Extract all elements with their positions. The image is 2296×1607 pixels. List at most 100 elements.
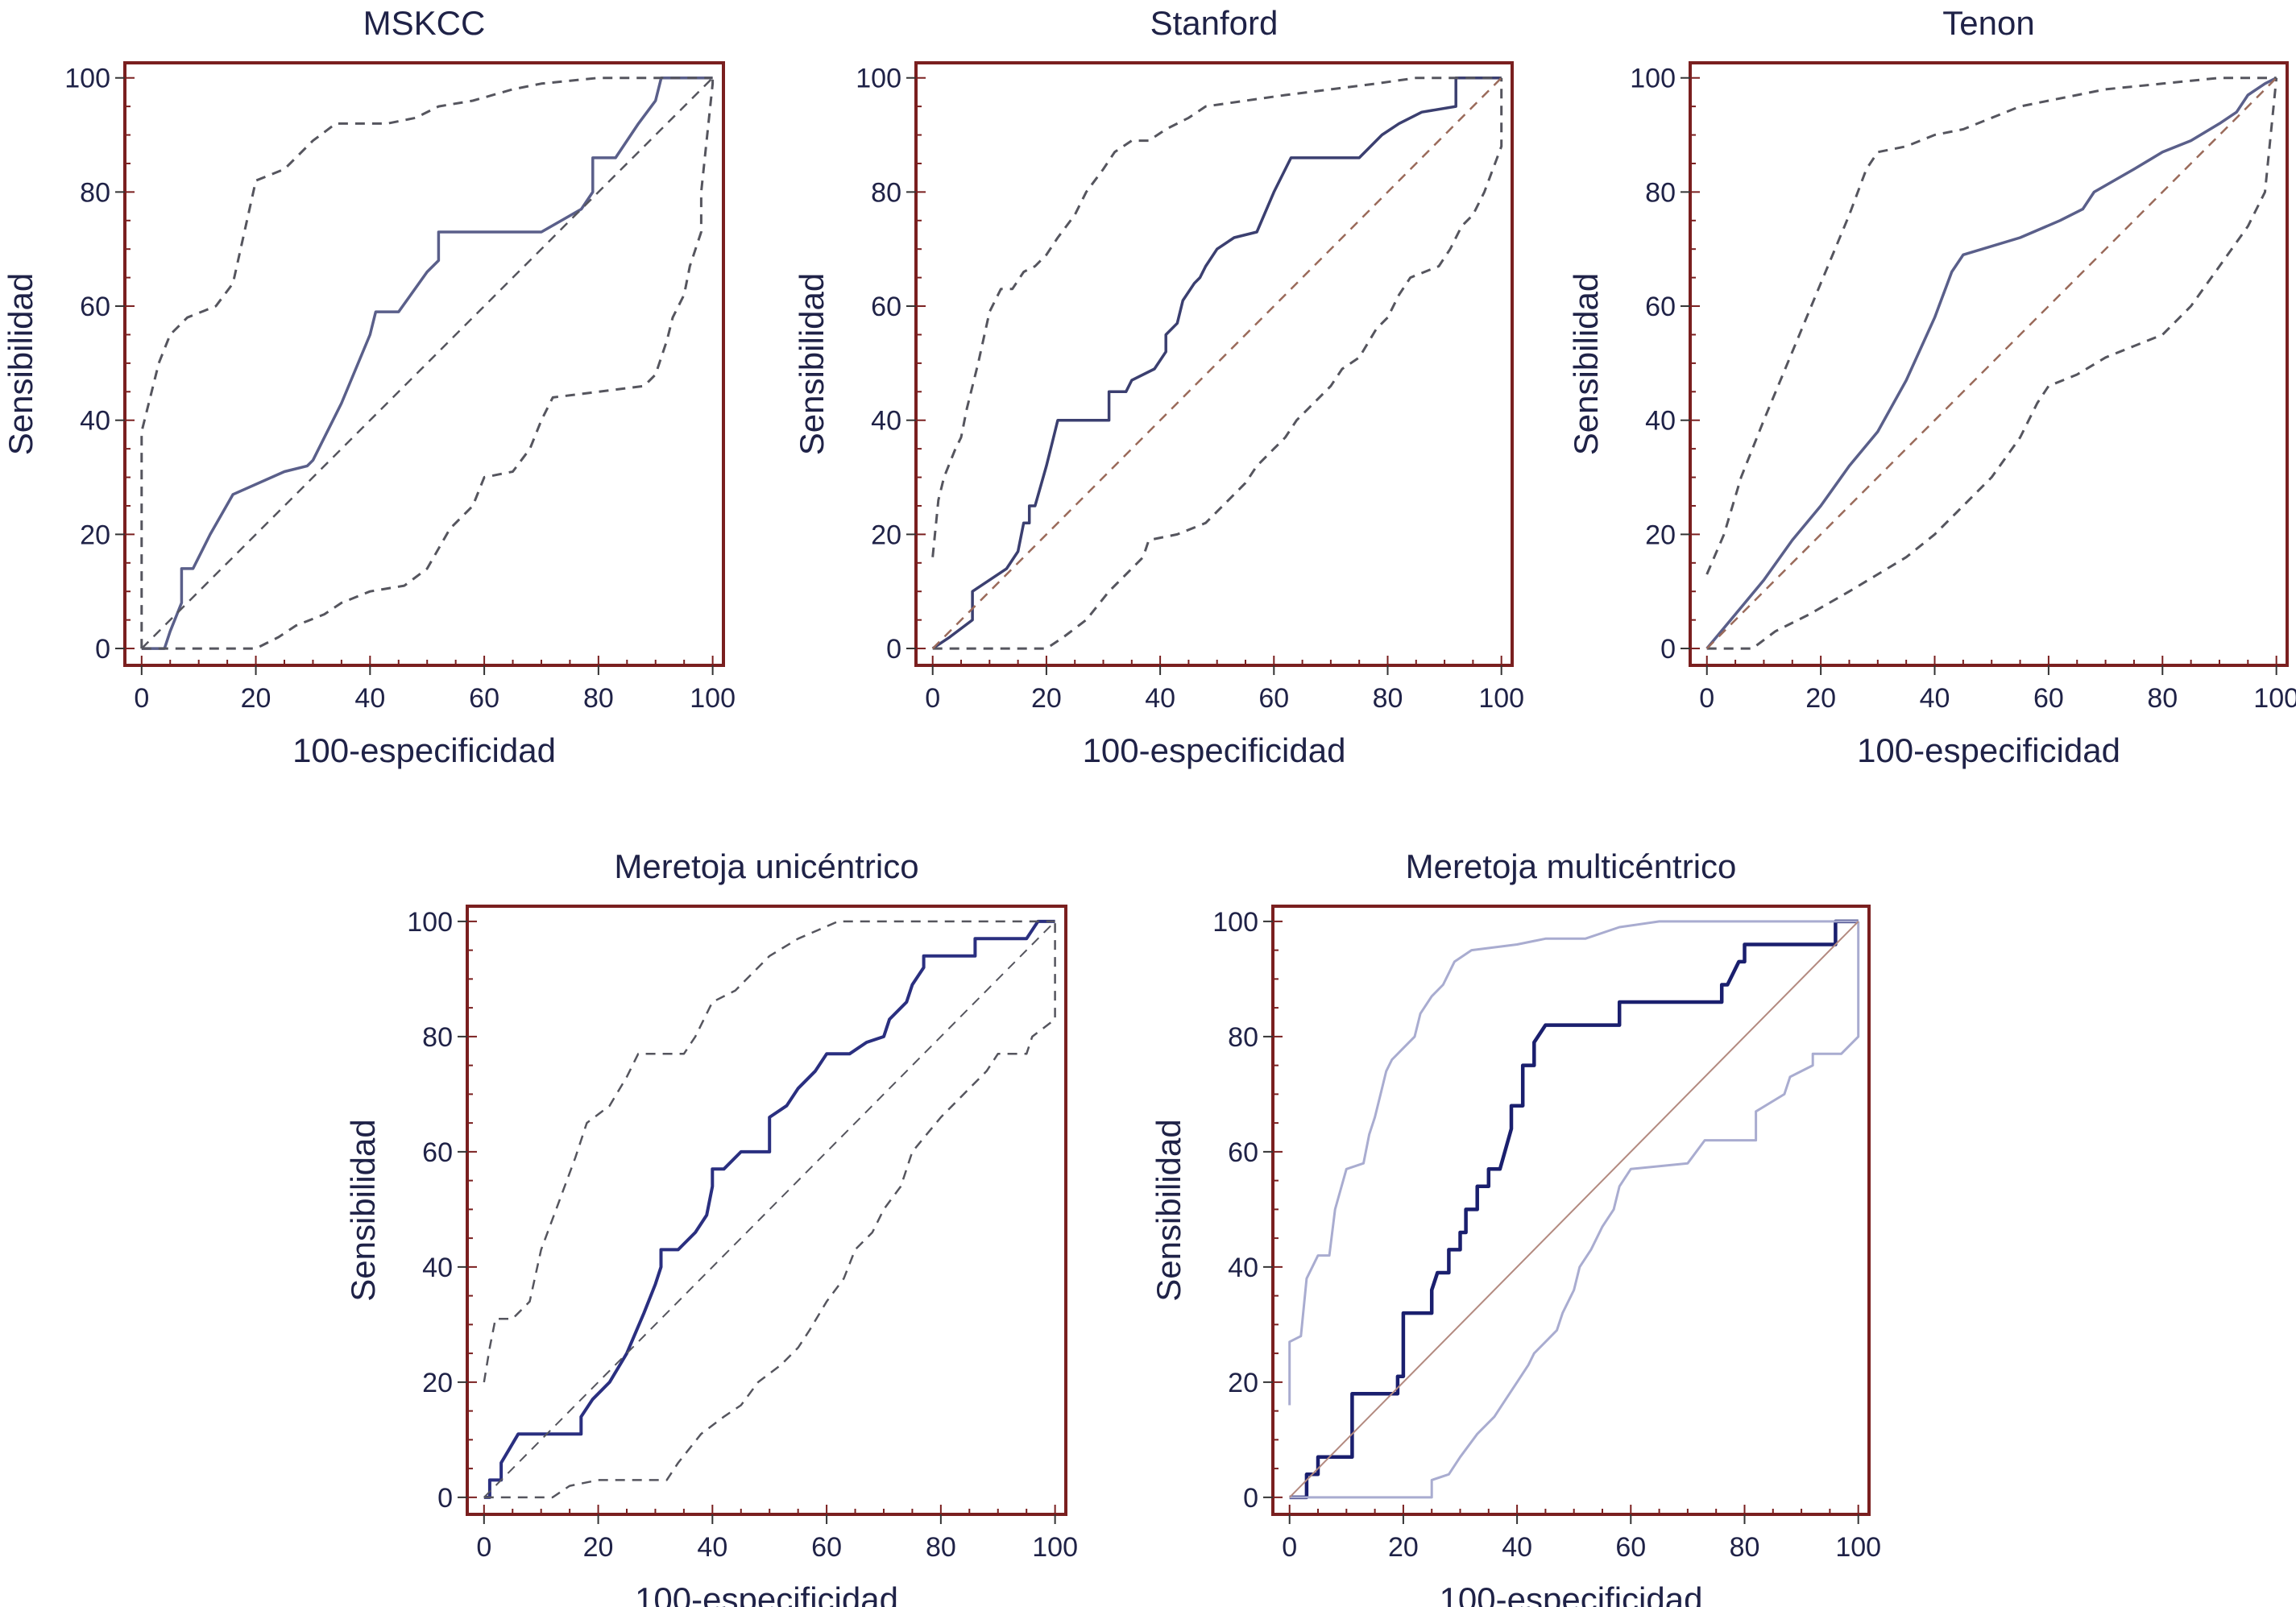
x-tick-label: 20: [583, 1532, 614, 1563]
chart-meretoja-unicentrico: Meretoja unicéntrico 0 20 40 60 80 100 0 20 40 60 8…: [344, 847, 1078, 1607]
x-tick-label: 80: [1730, 1532, 1760, 1563]
series-ic-inferior: [483, 921, 1056, 1499]
y-axis-label: Sensibilidad: [1567, 273, 1605, 456]
series-ic-superior: [140, 77, 713, 649]
x-tick-label: 100: [1478, 683, 1524, 714]
y-tick-label: 80: [422, 1022, 453, 1053]
y-tick-label: 100: [64, 64, 110, 94]
plot-frame: [1271, 905, 1871, 1516]
series-ic-superior: [1705, 77, 2277, 575]
y-tick-label: 40: [871, 406, 901, 437]
x-tick-label: 40: [1145, 683, 1175, 714]
x-tick-label: 0: [476, 1532, 491, 1563]
plot-frame: [1689, 61, 2289, 667]
x-tick-label: 60: [811, 1532, 842, 1563]
y-tick-label: 80: [1645, 177, 1676, 208]
x-tick-label: 80: [583, 683, 614, 714]
y-tick-label: 20: [80, 520, 110, 550]
x-tick-label: 20: [1388, 1532, 1419, 1563]
chart-title: Meretoja multicéntrico: [1406, 847, 1737, 885]
y-axis-label: Sensibilidad: [2, 273, 39, 456]
plot-frame: [123, 61, 725, 667]
y-tick-label: 40: [1645, 406, 1676, 437]
x-tick-label: 0: [925, 683, 940, 714]
x-axis-label: 100-especificidad: [1083, 731, 1346, 769]
y-tick-label: 60: [871, 292, 901, 322]
y-tick-label: 20: [1228, 1368, 1258, 1398]
x-tick-label: 0: [1699, 683, 1714, 714]
x-tick-label: 60: [1258, 683, 1289, 714]
x-tick-label: 20: [241, 683, 271, 714]
series-diagonal: [1288, 921, 1859, 1498]
y-tick-label: 100: [1630, 64, 1676, 94]
y-axis-label: Sensibilidad: [1150, 1119, 1187, 1302]
series-roc: [1289, 919, 1859, 1500]
series-ic-superior: [1288, 920, 1859, 1406]
chart-title: Meretoja unicéntrico: [614, 847, 918, 885]
chart-tenon: Tenon 0 20 40 60 80 100 0 20 40 60 80 100 100-especif…: [1567, 4, 2296, 769]
series-roc: [931, 76, 1502, 650]
y-tick-label: 40: [80, 406, 110, 437]
plot-frame: [466, 905, 1067, 1516]
y-tick-label: 80: [871, 177, 901, 208]
y-tick-label: 100: [856, 64, 901, 94]
y-tick-label: 40: [1228, 1253, 1258, 1283]
y-tick-label: 0: [1243, 1483, 1258, 1514]
chart-title: MSKCC: [363, 4, 486, 42]
x-tick-label: 100: [1835, 1532, 1881, 1563]
y-tick-label: 0: [95, 634, 110, 665]
x-axis-label: 100-especificidad: [635, 1580, 898, 1607]
x-tick-label: 100: [690, 683, 736, 714]
x-tick-label: 80: [2147, 683, 2178, 714]
x-axis-label: 100-especificidad: [1857, 731, 2120, 769]
y-axis-label: Sensibilidad: [344, 1119, 382, 1302]
series-roc: [141, 76, 713, 650]
x-tick-label: 20: [1805, 683, 1836, 714]
y-tick-label: 60: [422, 1137, 453, 1168]
y-tick-label: 20: [1645, 520, 1676, 550]
y-tick-label: 0: [886, 634, 901, 665]
x-tick-label: 40: [1920, 683, 1950, 714]
plot-frame: [914, 61, 1514, 667]
series-roc: [483, 919, 1055, 1499]
x-tick-label: 40: [1502, 1532, 1532, 1563]
series-ic-inferior: [1289, 921, 1860, 1499]
x-tick-label: 80: [1373, 683, 1403, 714]
x-tick-label: 0: [134, 683, 149, 714]
y-tick-label: 60: [1228, 1137, 1258, 1168]
x-tick-label: 60: [469, 683, 499, 714]
y-tick-label: 0: [437, 1483, 453, 1514]
x-tick-label: 60: [1615, 1532, 1646, 1563]
y-tick-label: 0: [1660, 634, 1676, 665]
series-roc: [1705, 77, 2277, 650]
x-tick-label: 0: [1282, 1532, 1297, 1563]
x-tick-label: 100: [1032, 1532, 1078, 1563]
x-tick-label: 80: [926, 1532, 956, 1563]
y-tick-label: 40: [422, 1253, 453, 1283]
series-ic-superior: [483, 920, 1055, 1383]
chart-title: Stanford: [1150, 4, 1279, 42]
chart-meretoja-multicentrico: Meretoja multicéntrico 0 20 40 60 80 100 0 20 40 6…: [1150, 847, 1881, 1607]
y-axis-label: Sensibilidad: [793, 273, 831, 456]
x-tick-label: 20: [1031, 683, 1062, 714]
y-tick-label: 100: [407, 907, 453, 938]
y-tick-label: 20: [871, 520, 901, 550]
series-ic-inferior: [932, 77, 1503, 650]
series-ic-inferior: [141, 77, 715, 650]
y-tick-label: 100: [1212, 907, 1258, 938]
x-tick-label: 60: [2033, 683, 2064, 714]
x-tick-label: 100: [2253, 683, 2296, 714]
chart-title: Tenon: [1942, 4, 2034, 42]
series-ic-inferior: [1706, 77, 2278, 650]
x-tick-label: 40: [354, 683, 385, 714]
y-tick-label: 80: [80, 177, 110, 208]
y-tick-label: 60: [1645, 292, 1676, 322]
y-tick-label: 20: [422, 1368, 453, 1398]
chart-mskcc: MSKCC 0 20 40 60 80 100 0 20 40 60 80 100 100-especif…: [2, 4, 736, 769]
y-tick-label: 60: [80, 292, 110, 322]
x-tick-label: 40: [697, 1532, 727, 1563]
chart-stanford: Stanford 0 20 40 60 80 100 0 20 40 60 80 100 100-espe…: [793, 4, 1524, 769]
series-ic-superior: [931, 77, 1502, 557]
